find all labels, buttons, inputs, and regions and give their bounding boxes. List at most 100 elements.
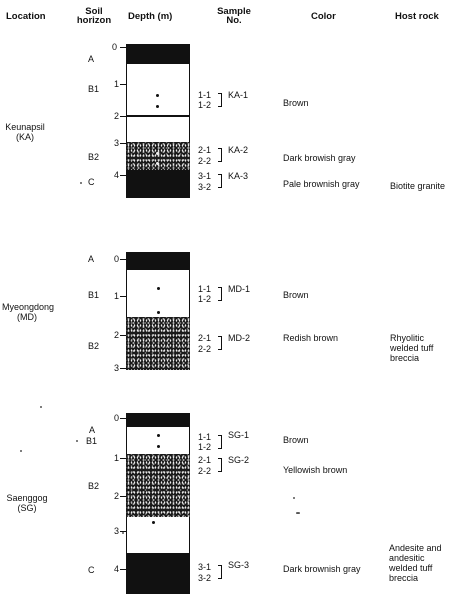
horizon-label: C bbox=[88, 177, 95, 187]
horizon-label: A bbox=[88, 54, 94, 64]
soil-column-md bbox=[126, 252, 190, 370]
color-label: Brown bbox=[283, 435, 309, 445]
depth-tick-label: 0 bbox=[114, 413, 119, 423]
sample-bracket bbox=[218, 174, 222, 188]
location-label-md: Myeongdong (MD) bbox=[2, 302, 52, 322]
sample-bracket bbox=[218, 93, 222, 107]
sample-group: SG-1 bbox=[228, 430, 249, 440]
depth-tick-label: 1 bbox=[114, 291, 119, 301]
color-label: Yellowish brown bbox=[283, 465, 347, 475]
horizon-b1-layer bbox=[126, 427, 190, 454]
horizon-label: A bbox=[89, 425, 95, 435]
sample-label: 2-2 bbox=[198, 344, 211, 354]
sample-label: 3-1 bbox=[198, 562, 211, 572]
sample-bracket bbox=[218, 148, 222, 162]
sample-label: 1-1 bbox=[198, 284, 211, 294]
boundary-line bbox=[126, 115, 190, 117]
header-soil-horizon: Soil horizon bbox=[76, 7, 112, 25]
sample-group: MD-2 bbox=[228, 333, 250, 343]
speck bbox=[76, 440, 78, 442]
sample-label: 3-1 bbox=[198, 171, 211, 181]
sample-point bbox=[152, 521, 155, 524]
sample-label: 2-1 bbox=[198, 333, 211, 343]
sample-label: 1-1 bbox=[198, 90, 211, 100]
horizon-b2-layer bbox=[126, 317, 190, 370]
depth-tick-label: 2 bbox=[114, 330, 119, 340]
speck bbox=[40, 406, 42, 408]
header-host-rock: Host rock bbox=[395, 12, 439, 21]
sample-label: 3-2 bbox=[198, 182, 211, 192]
horizon-b2-lower-layer bbox=[126, 517, 190, 553]
color-label: Redish brown bbox=[283, 333, 338, 343]
horizon-b2-layer bbox=[126, 454, 190, 517]
horizon-label: B1 bbox=[88, 84, 99, 94]
sample-group: MD-1 bbox=[228, 284, 250, 294]
depth-tick-label: 4 bbox=[114, 564, 119, 574]
host-rock-label: Biotite granite bbox=[390, 181, 445, 191]
depth-tick-label: 0 bbox=[112, 42, 117, 52]
header-location: Location bbox=[6, 12, 46, 21]
sample-bracket bbox=[218, 336, 222, 350]
depth-tick-label: 1 bbox=[114, 79, 119, 89]
horizon-label: B2 bbox=[88, 341, 99, 351]
sample-point bbox=[157, 287, 160, 290]
speck bbox=[80, 182, 82, 184]
depth-tick-label: 2 bbox=[114, 111, 119, 121]
sample-bracket bbox=[218, 287, 222, 301]
horizon-a-layer bbox=[126, 413, 190, 427]
sample-label: 2-2 bbox=[198, 466, 211, 476]
depth-tick-label: 2 bbox=[114, 491, 119, 501]
sample-point bbox=[156, 94, 159, 97]
speck bbox=[20, 450, 22, 452]
horizon-label: C bbox=[88, 565, 95, 575]
color-label: Pale brownish gray bbox=[283, 179, 360, 189]
sample-label: 2-2 bbox=[198, 156, 211, 166]
sample-group: KA-1 bbox=[228, 90, 248, 100]
sample-label: 1-2 bbox=[198, 100, 211, 110]
horizon-b1-layer bbox=[126, 270, 190, 317]
depth-tick-label: 3 bbox=[114, 363, 119, 373]
horizon-b1-layer bbox=[126, 64, 190, 142]
color-label: Brown bbox=[283, 98, 309, 108]
header-sample-no: Sample No. bbox=[214, 7, 254, 25]
sample-point bbox=[156, 152, 159, 155]
horizon-label: B2 bbox=[88, 152, 99, 162]
sample-group: SG-2 bbox=[228, 455, 249, 465]
location-label-sg: Saenggog (SG) bbox=[4, 493, 50, 513]
horizon-a-layer bbox=[126, 44, 190, 64]
header-depth: Depth (m) bbox=[128, 12, 172, 21]
horizon-label: B1 bbox=[86, 436, 97, 446]
sample-label: 1-1 bbox=[198, 432, 211, 442]
sample-point bbox=[156, 162, 159, 165]
horizon-c-layer bbox=[126, 170, 190, 198]
horizon-label: B2 bbox=[88, 481, 99, 491]
sample-bracket bbox=[218, 458, 222, 472]
horizon-label: A bbox=[88, 254, 94, 264]
sample-group: SG-3 bbox=[228, 560, 249, 570]
horizon-c-layer bbox=[126, 553, 190, 594]
sample-label: 3-2 bbox=[198, 573, 211, 583]
sample-bracket bbox=[218, 435, 222, 449]
depth-tick-label: 1 bbox=[114, 453, 119, 463]
depth-tick-label: 0 bbox=[114, 254, 119, 264]
sample-bracket bbox=[218, 565, 222, 579]
depth-tick-label: 4 bbox=[114, 170, 119, 180]
sample-label: 1-2 bbox=[198, 442, 211, 452]
depth-tick-label: 3 bbox=[114, 526, 119, 536]
sample-label: 2-1 bbox=[198, 145, 211, 155]
sample-group: KA-3 bbox=[228, 171, 248, 181]
color-label: Dark browish gray bbox=[283, 153, 356, 163]
host-rock-label: Rhyolitic welded tuff breccia bbox=[390, 333, 433, 363]
speck bbox=[293, 497, 295, 499]
speck bbox=[296, 512, 300, 514]
location-label-ka: Keunapsil (KA) bbox=[5, 122, 45, 142]
sample-point bbox=[156, 105, 159, 108]
depth-tick-label: 3 bbox=[114, 138, 119, 148]
soil-column-sg bbox=[126, 413, 190, 594]
soil-column-ka bbox=[126, 44, 190, 198]
speck bbox=[122, 532, 124, 534]
sample-label: 2-1 bbox=[198, 455, 211, 465]
horizon-label: B1 bbox=[88, 290, 99, 300]
horizon-a-layer bbox=[126, 252, 190, 270]
sample-label: 1-2 bbox=[198, 294, 211, 304]
